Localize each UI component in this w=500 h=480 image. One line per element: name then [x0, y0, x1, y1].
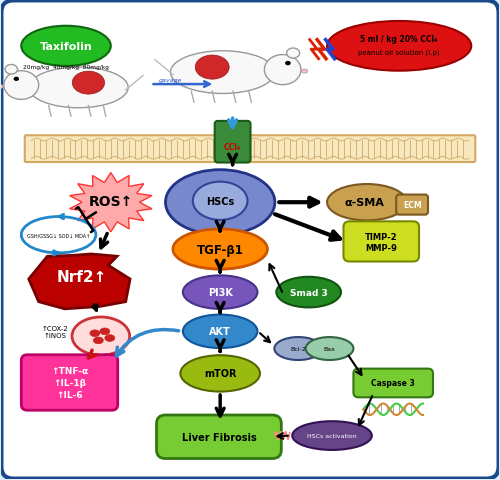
Text: ↑TNF-α: ↑TNF-α: [51, 366, 88, 375]
FancyBboxPatch shape: [354, 369, 433, 397]
Ellipse shape: [183, 315, 258, 348]
Text: ROS↑: ROS↑: [88, 195, 133, 209]
Text: gavage: gavage: [159, 78, 182, 83]
Text: PI3K: PI3K: [208, 288, 233, 298]
FancyBboxPatch shape: [396, 195, 428, 215]
Text: CCl₄: CCl₄: [224, 143, 241, 151]
Ellipse shape: [180, 356, 260, 392]
Ellipse shape: [292, 421, 372, 450]
Ellipse shape: [241, 326, 254, 337]
Ellipse shape: [5, 65, 18, 75]
Text: Liver Fibrosis: Liver Fibrosis: [182, 432, 256, 442]
Text: mTOR: mTOR: [204, 369, 236, 379]
Text: GSH/GSSG↓ SOD↓ MDA↑: GSH/GSSG↓ SOD↓ MDA↑: [27, 233, 90, 238]
Ellipse shape: [105, 335, 115, 342]
Text: ↑IL-1β: ↑IL-1β: [53, 378, 86, 387]
Polygon shape: [70, 173, 152, 232]
Text: ECM: ECM: [403, 201, 421, 210]
Ellipse shape: [0, 85, 4, 89]
Text: ↑COX-2
↑iNOS: ↑COX-2 ↑iNOS: [42, 325, 68, 338]
Ellipse shape: [286, 62, 290, 65]
Text: Nrf2↑: Nrf2↑: [57, 269, 108, 285]
Text: TIMP-2: TIMP-2: [365, 232, 398, 241]
Text: Taxifolin: Taxifolin: [40, 42, 92, 52]
Ellipse shape: [193, 182, 248, 220]
Text: MMP-9: MMP-9: [366, 244, 397, 252]
Ellipse shape: [286, 49, 300, 59]
Ellipse shape: [276, 277, 341, 308]
Ellipse shape: [195, 56, 229, 80]
Text: Smad 3: Smad 3: [290, 288, 328, 297]
Ellipse shape: [234, 292, 248, 302]
Ellipse shape: [302, 70, 308, 74]
Ellipse shape: [100, 328, 110, 335]
Text: TGF-β1: TGF-β1: [196, 243, 244, 256]
Polygon shape: [28, 254, 130, 309]
Ellipse shape: [183, 276, 258, 309]
Ellipse shape: [170, 52, 275, 94]
Ellipse shape: [22, 27, 111, 67]
Text: Bcl-2: Bcl-2: [290, 346, 306, 351]
Text: Caspase 3: Caspase 3: [372, 379, 415, 388]
Ellipse shape: [327, 22, 472, 72]
Ellipse shape: [327, 185, 406, 221]
Text: HSCs: HSCs: [206, 196, 234, 206]
Text: α-SMA: α-SMA: [344, 198, 385, 208]
Ellipse shape: [306, 337, 354, 360]
FancyBboxPatch shape: [156, 415, 282, 458]
Text: peanut oil solution (i.p): peanut oil solution (i.p): [358, 49, 440, 56]
FancyBboxPatch shape: [25, 136, 475, 163]
Ellipse shape: [28, 68, 128, 108]
Ellipse shape: [189, 282, 202, 293]
Text: Bax: Bax: [324, 346, 336, 351]
Ellipse shape: [72, 317, 130, 356]
Ellipse shape: [72, 72, 104, 95]
Ellipse shape: [242, 368, 256, 379]
Text: AKT: AKT: [210, 326, 231, 336]
Ellipse shape: [274, 337, 322, 360]
FancyBboxPatch shape: [214, 121, 250, 163]
Ellipse shape: [4, 72, 38, 100]
Ellipse shape: [173, 229, 268, 270]
Text: 20mg/kg  40mg/kg  80mg/kg: 20mg/kg 40mg/kg 80mg/kg: [23, 65, 109, 70]
Ellipse shape: [186, 326, 200, 337]
Ellipse shape: [166, 170, 275, 235]
Ellipse shape: [264, 55, 301, 85]
Ellipse shape: [90, 330, 100, 337]
Ellipse shape: [94, 337, 104, 344]
Text: ↑IL-6: ↑IL-6: [56, 390, 83, 399]
Ellipse shape: [185, 368, 198, 379]
Text: HSCs activation: HSCs activation: [307, 433, 357, 438]
FancyBboxPatch shape: [22, 355, 118, 410]
FancyBboxPatch shape: [344, 222, 419, 262]
Text: 5 ml / kg 20% CCl₄: 5 ml / kg 20% CCl₄: [360, 35, 438, 44]
Ellipse shape: [193, 292, 205, 302]
Ellipse shape: [14, 78, 18, 81]
Ellipse shape: [238, 282, 252, 293]
